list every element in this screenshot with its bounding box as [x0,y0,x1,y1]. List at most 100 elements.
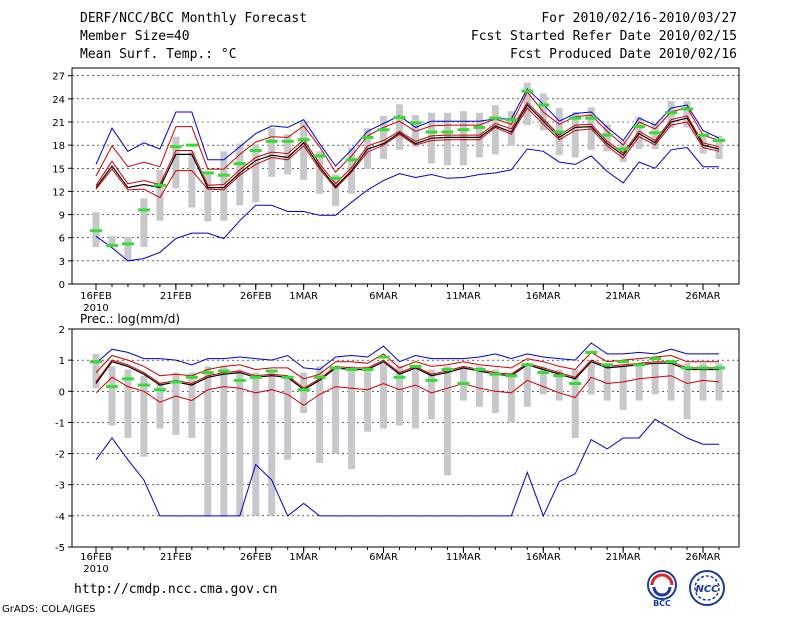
spread-box [667,360,675,401]
spread-box [715,135,723,160]
spread-box [92,353,100,389]
ncc-logo: NCC [689,570,725,606]
x-tick-label: 26MAR [685,552,720,563]
series-line-upper [95,342,719,371]
spread-box [380,115,388,160]
variable-label: Mean Surf. Temp.: °C [80,47,237,62]
bcc-logo: BCC [647,570,677,608]
spread-box [172,372,180,435]
spread-box [204,174,212,222]
spread-box [332,366,340,454]
x-tick-label: 11MAR [446,552,481,563]
y-tick-label: -5 [55,543,65,554]
spread-box [571,111,579,158]
x-tick-label: 16MAR [526,552,561,563]
spread-box [443,366,451,476]
source-url[interactable]: http://cmdp.ncc.cma.gov.cn [74,582,278,597]
y-tick-label: 15 [52,164,65,175]
panel-title: Prec.: log(mm/d) [80,312,180,326]
spread-box [507,372,515,423]
x-tick-label: 1MAR [289,552,318,563]
x-tick-label: 6MAR [369,552,398,563]
y-tick-label: 6 [59,234,65,245]
x-tick-label: 6MAR [369,291,398,302]
y-tick-label: 0 [59,280,65,291]
y-tick-label: 3 [59,257,65,268]
series-line-red_lower [95,375,720,406]
spread-box [316,366,324,463]
ncc-logo-text: NCC [695,584,719,595]
spread-box [491,105,499,155]
year-label: 2010 [83,564,108,575]
spread-box [667,101,675,129]
year-label: 2010 [83,303,108,314]
y-tick-label: 27 [52,72,65,83]
series-line-red_lower [95,107,720,199]
spread-box [587,363,595,395]
spread-box [220,151,228,221]
y-tick-label: -3 [55,481,65,492]
spread-box [651,123,659,149]
x-tick-label: 1MAR [289,291,318,302]
series-line-mean [95,360,719,391]
series-line-red_mid [95,359,719,389]
panel-frame [71,328,740,548]
series-line-upper [95,87,720,167]
spread-box [252,144,260,203]
x-tick-label: 21MAR [606,291,641,302]
spread-box [156,169,164,221]
series-line-lower [95,146,719,262]
spread-box [396,366,404,426]
spread-box [300,121,308,180]
x-tick-label: 16FEB [80,291,112,302]
spread-box [364,366,372,432]
spread-box [651,363,659,395]
spread-box [571,369,579,438]
grads-credit: GrADS: COLA/IGES [2,604,96,615]
spread-box [619,140,627,163]
spread-box [220,366,228,516]
y-tick-label: 24 [52,95,65,106]
y-tick-label: 12 [52,187,65,198]
spread-box [715,363,723,401]
y-tick-label: -4 [55,512,65,523]
series-line-red_upper [95,351,719,380]
spread-box [332,174,340,207]
spread-box [156,381,164,429]
x-tick-label: 21FEB [160,552,192,563]
y-tick-label: 1 [59,356,65,367]
x-tick-label: 16FEB [80,552,112,563]
spread-box [108,236,116,247]
spread-box [619,366,627,410]
x-tick-label: 11MAR [446,291,481,302]
spread-box [188,372,196,438]
spread-box [459,111,467,166]
spread-box [411,366,419,429]
spread-box [300,372,308,414]
spread-box [555,369,563,401]
y-tick-label: 9 [59,211,65,222]
spread-box [268,369,276,516]
spread-box [683,363,691,420]
spread-box [396,104,404,150]
spread-box [108,366,116,426]
spread-box [427,369,435,420]
forecast-period: For 2010/02/16-2010/03/27 [541,11,737,26]
spread-box [204,366,212,516]
spread-box [635,116,643,149]
series-line-lower [95,418,719,518]
spread-box [443,112,451,166]
member-size: Member Size=40 [80,29,190,44]
chart-title: DERF/NCC/BCC Monthly Forecast [80,11,307,26]
series-line-red_upper [95,90,720,177]
x-tick-label: 16MAR [526,291,561,302]
spread-box [188,151,196,208]
spread-box [539,366,547,395]
spread-box [475,366,483,407]
spread-box [140,375,148,457]
x-tick-label: 21MAR [606,552,641,563]
y-tick-label: 21 [52,118,65,129]
series-line-mean [95,104,720,189]
spread-box [316,151,324,194]
x-tick-label: 26MAR [685,291,720,302]
